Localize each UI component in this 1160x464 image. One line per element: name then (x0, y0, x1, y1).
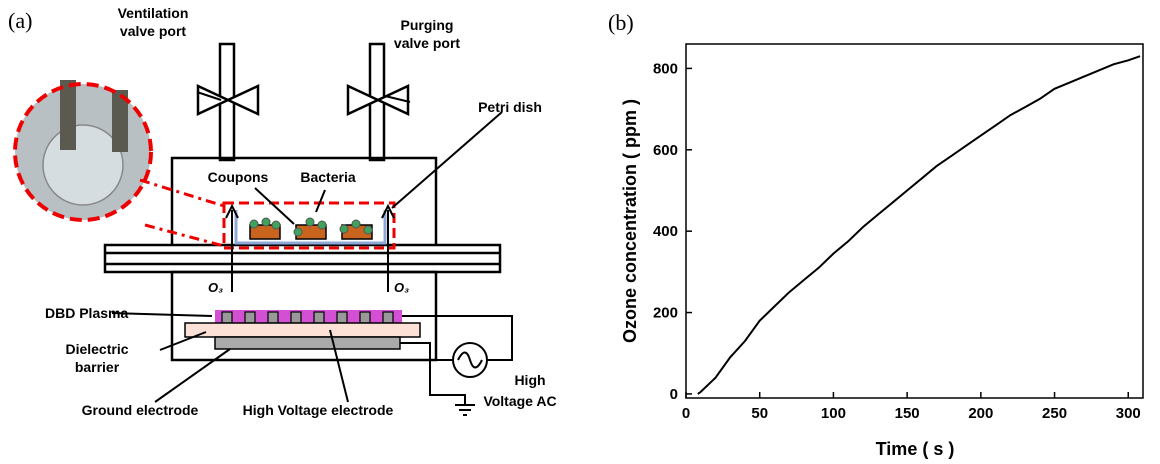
label: Ventilation (118, 5, 189, 21)
y-tick-label: 200 (653, 305, 678, 322)
x-tick-label: 100 (821, 405, 846, 422)
x-axis-title: Time ( s ) (876, 439, 955, 459)
label: O₃ (208, 280, 223, 295)
x-tick-label: 300 (1116, 405, 1141, 422)
y-axis-title: Ozone concentration ( ppm ) (620, 99, 640, 343)
label: O₃ (394, 280, 409, 295)
label: Ground electrode (82, 402, 199, 418)
label: valve port (394, 35, 460, 51)
panel-label: (a) (8, 8, 32, 33)
label: Coupons (208, 169, 269, 185)
y-tick-label: 800 (653, 60, 678, 77)
label: Bacteria (300, 169, 355, 185)
y-tick-label: 600 (653, 142, 678, 159)
y-tick-label: 400 (653, 223, 678, 240)
figure: (a) Ventilation valve port Purging valve… (0, 0, 1160, 464)
x-tick-label: 50 (751, 405, 768, 422)
x-tick-label: 200 (968, 405, 993, 422)
label: Voltage AC (483, 393, 556, 409)
label: High Voltage electrode (243, 402, 394, 418)
label: Petri dish (478, 99, 542, 115)
label: High (514, 372, 545, 388)
plot-frame (686, 44, 1143, 398)
y-tick-label: 0 (670, 386, 678, 403)
data-line (698, 56, 1140, 394)
label: Dielectric (65, 341, 128, 357)
label: barrier (75, 359, 120, 375)
label: valve port (120, 23, 186, 39)
x-tick-label: 250 (1042, 405, 1067, 422)
panel-label: (b) (608, 10, 634, 35)
label: DBD Plasma (45, 305, 128, 321)
x-tick-label: 0 (682, 405, 690, 422)
x-tick-label: 150 (895, 405, 920, 422)
label: Purging (401, 17, 454, 33)
